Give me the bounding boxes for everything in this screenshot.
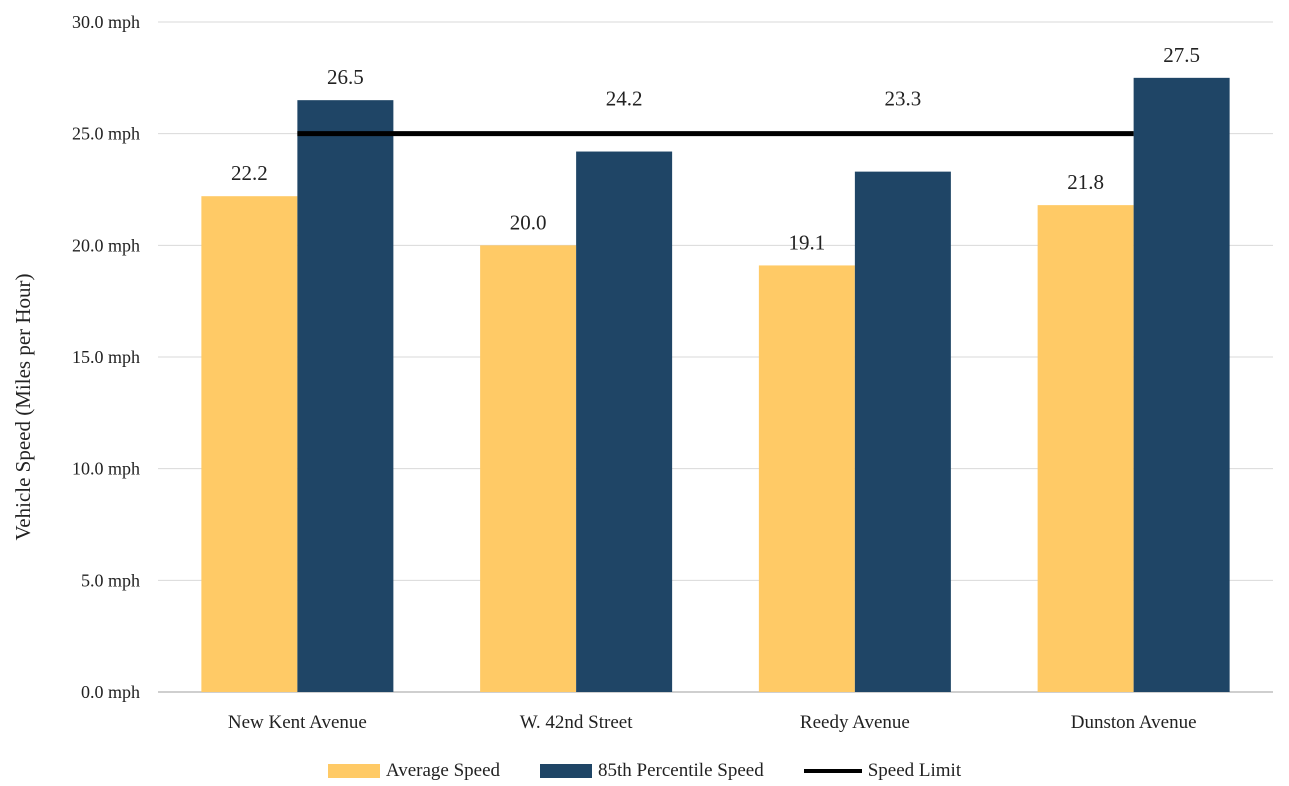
- bar-average-speed: [480, 245, 577, 693]
- data-label-85th-percentile-speed: 24.2: [606, 87, 643, 111]
- bar-chart: 0.0 mph 5.0 mph 10.0 mph 15.0 mph 20.0 mph 25…: [11, 12, 1273, 733]
- x-axis-ticks: New Kent Avenue W. 42nd Street Reedy Avenu…: [228, 712, 1197, 733]
- x-tick-label: New Kent Avenue: [228, 712, 367, 733]
- legend-swatch-85th-percentile-speed: [540, 764, 593, 778]
- legend-swatch-average-speed: [327, 764, 380, 778]
- data-label-85th-percentile-speed: 23.3: [885, 87, 922, 111]
- bar-85th-percentile-speed: [576, 151, 673, 693]
- bar-85th-percentile-speed: [297, 100, 394, 692]
- legend-item-85th-percentile-speed: 85th Percentile Speed: [540, 760, 764, 782]
- data-label-average-speed: 22.2: [231, 161, 268, 185]
- data-label-average-speed: 20.0: [510, 210, 547, 234]
- x-tick-label: W. 42nd Street: [520, 712, 633, 733]
- legend-label-speed-limit: Speed Limit: [867, 760, 962, 781]
- data-label-average-speed: 21.8: [1067, 170, 1104, 194]
- y-tick-label: 0.0 mph: [81, 682, 140, 702]
- legend: Average Speed 85th Percentile Speed Spee…: [0, 756, 1289, 786]
- bar-average-speed: [201, 196, 298, 692]
- y-tick-label: 30.0 mph: [72, 12, 140, 32]
- legend-swatch-speed-limit: [803, 769, 862, 773]
- data-labels: 22.2 26.5 20.0 24.2 19.1 23.3 21.8 27.5: [231, 43, 1200, 255]
- y-tick-label: 10.0 mph: [72, 459, 140, 479]
- bar-average-speed: [758, 265, 855, 692]
- data-label-85th-percentile-speed: 27.5: [1163, 43, 1200, 67]
- legend-label-average-speed: Average Speed: [385, 760, 501, 781]
- y-tick-label: 5.0 mph: [81, 570, 140, 590]
- bar-85th-percentile-speed: [1133, 77, 1230, 693]
- bar-average-speed: [1037, 205, 1134, 692]
- y-axis-ticks: 0.0 mph 5.0 mph 10.0 mph 15.0 mph 20.0 mph 25…: [72, 12, 140, 702]
- legend-label-85th-percentile-speed: 85th Percentile Speed: [598, 760, 764, 781]
- data-label-85th-percentile-speed: 26.5: [327, 65, 364, 89]
- x-tick-label: Reedy Avenue: [800, 712, 910, 733]
- y-tick-label: 20.0 mph: [72, 235, 140, 255]
- bar-85th-percentile-speed: [854, 171, 951, 693]
- data-label-average-speed: 19.1: [789, 230, 826, 254]
- legend-item-speed-limit: Speed Limit: [803, 760, 962, 782]
- y-tick-label: 25.0 mph: [72, 124, 140, 144]
- x-tick-label: Dunston Avenue: [1071, 712, 1197, 733]
- bars: [201, 77, 1230, 693]
- y-tick-label: 15.0 mph: [72, 347, 140, 367]
- y-axis-title: Vehicle Speed (Miles per Hour): [11, 273, 35, 540]
- legend-item-average-speed: Average Speed: [327, 760, 501, 782]
